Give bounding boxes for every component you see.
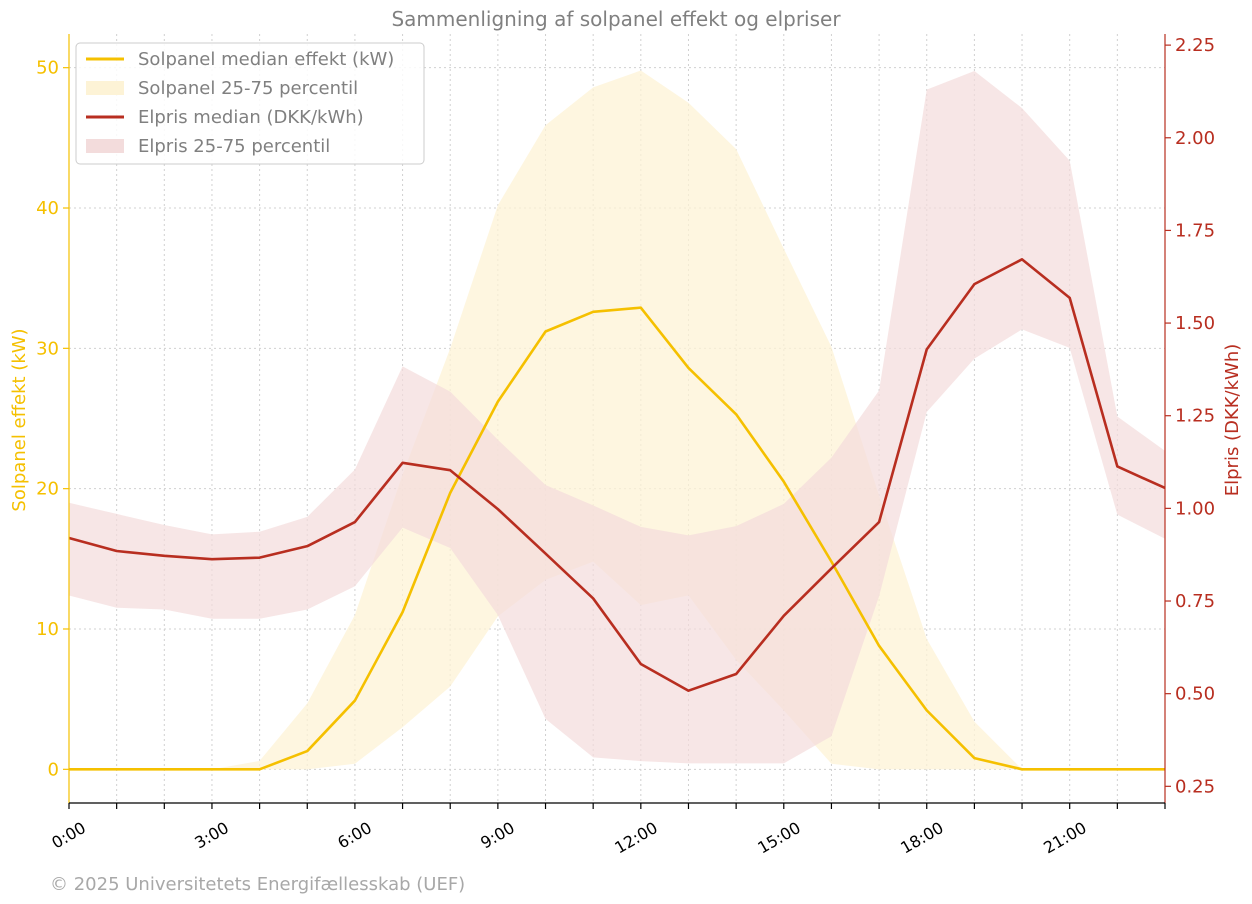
y-left-tick-label: 20 (36, 479, 59, 500)
series-line-0 (69, 306, 1165, 771)
y-right-tick-label: 2.25 (1175, 35, 1215, 56)
x-tick-label: 18:00 (897, 818, 946, 858)
series-band-3 (69, 71, 1165, 764)
legend-label-price-median: Elpris median (DKK/kWh) (138, 107, 364, 128)
legend-label-price-band: Elpris 25-75 percentil (138, 136, 330, 157)
legend-label-solar-band: Solpanel 25-75 percentil (138, 78, 358, 99)
y-right-tick-label: 1.75 (1175, 220, 1215, 241)
y-left-tick-label: 0 (48, 759, 59, 780)
y-axis-left-label: Solpanel effekt (kW) (9, 328, 30, 511)
legend-swatch-solar-band (86, 81, 124, 95)
legend: Solpanel median effekt (kW) Solpanel 25-… (75, 42, 425, 165)
y-left-tick-label: 40 (36, 198, 59, 219)
y-left-tick-label: 10 (36, 619, 59, 640)
x-tick-label: 6:00 (334, 818, 375, 852)
y-axis-right-label: Elpris (DKK/kWh) (1222, 344, 1243, 497)
y-right-tick-label: 0.50 (1175, 684, 1215, 705)
x-tick-label: 3:00 (191, 818, 232, 852)
y-right-tick-label: 0.25 (1175, 776, 1215, 797)
legend-label-solar-median: Solpanel median effekt (kW) (138, 49, 394, 70)
y-right-tick-label: 1.00 (1175, 498, 1215, 519)
legend-frame (75, 42, 425, 165)
x-tick-label: 9:00 (477, 818, 518, 852)
chart-title: Sammenligning af solpanel effekt og elpr… (391, 7, 841, 31)
y-right-tick-label: 0.75 (1175, 591, 1215, 612)
y-left-tick-label: 50 (36, 58, 59, 79)
lines (68, 258, 1166, 771)
y-left-tick-label: 30 (36, 338, 59, 359)
x-tick-label: 21:00 (1040, 818, 1089, 858)
copyright-notice: © 2025 Universitetets Energifællesskab (… (50, 874, 465, 895)
y-right-tick-label: 1.25 (1175, 406, 1215, 427)
y-right-tick-label: 1.50 (1175, 313, 1215, 334)
y-right-tick-label: 2.00 (1175, 128, 1215, 149)
series-line-2 (68, 258, 1166, 693)
legend-swatch-price-band (86, 139, 124, 153)
x-tick-label: 0:00 (48, 818, 89, 852)
x-tick-label: 15:00 (754, 818, 803, 858)
bands (69, 70, 1165, 770)
x-tick-label: 12:00 (611, 818, 660, 858)
series-band-1 (69, 70, 1165, 770)
